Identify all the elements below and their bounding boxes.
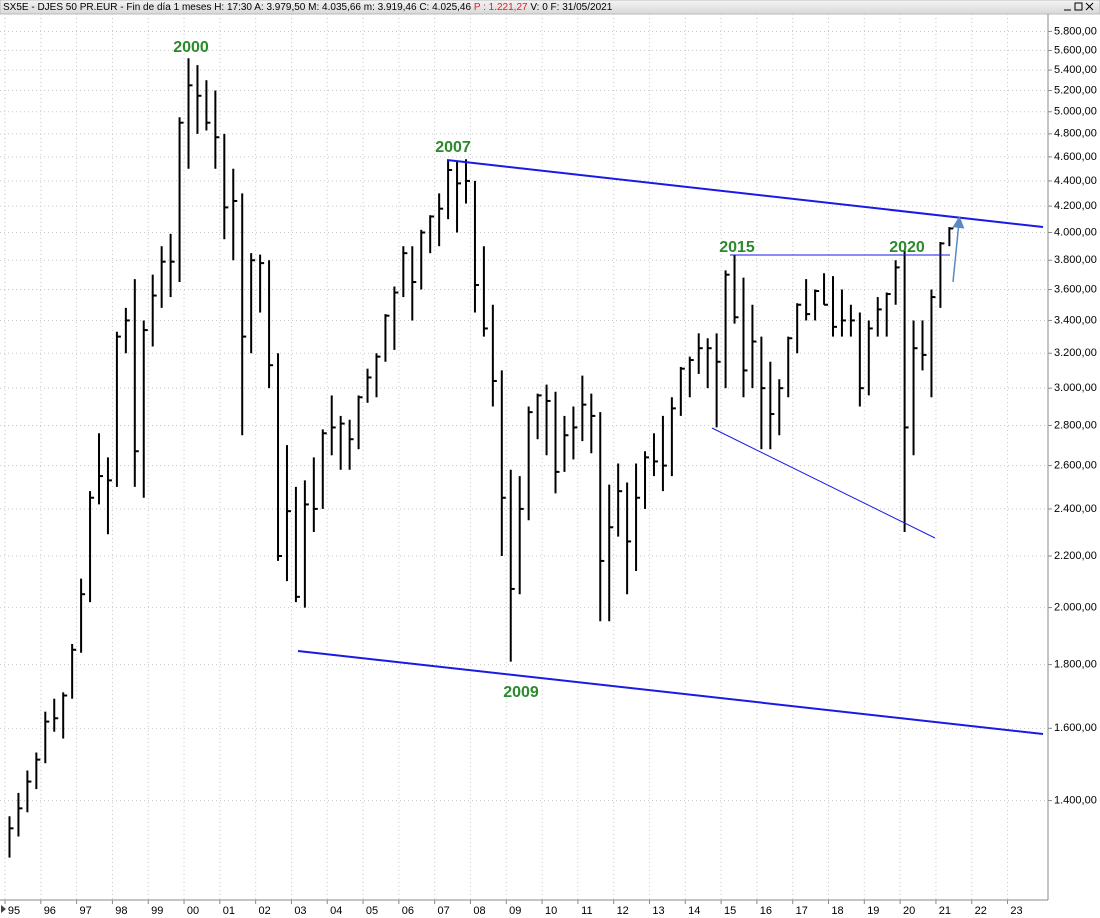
- y-tick-label: 2.600,00: [1054, 460, 1097, 472]
- x-tick-label: 13: [652, 905, 664, 917]
- x-tick-label: 96: [44, 905, 56, 917]
- y-tick-label: 2.200,00: [1054, 550, 1097, 562]
- close-icon[interactable]: [1085, 2, 1094, 11]
- x-tick-label: 14: [688, 905, 700, 917]
- y-tick-label: 5.000,00: [1054, 106, 1097, 118]
- x-tick-label: 95: [8, 905, 20, 917]
- y-tick-label: 5.600,00: [1054, 44, 1097, 56]
- x-tick-label: 22: [975, 905, 987, 917]
- x-tick-label: 23: [1010, 905, 1022, 917]
- x-tick-label: 07: [438, 905, 450, 917]
- y-tick-label: 3.400,00: [1054, 314, 1097, 326]
- lower-trend-line: [297, 650, 1044, 735]
- x-tick-label: 04: [330, 905, 342, 917]
- y-tick-label: 3.200,00: [1054, 347, 1097, 359]
- upper-trend-line: [446, 159, 1044, 228]
- y-tick-label: 5.800,00: [1054, 25, 1097, 37]
- x-tick-label: 15: [724, 905, 736, 917]
- annotation: 2015: [719, 239, 755, 256]
- x-tick-label: 01: [223, 905, 235, 917]
- y-tick-label: 4.600,00: [1054, 151, 1097, 163]
- y-tick-label: 5.400,00: [1054, 64, 1097, 76]
- title-bar: [0, 0, 1100, 15]
- header-change: P : 1.221,27: [474, 2, 528, 13]
- x-tick-label: 00: [187, 905, 199, 917]
- x-tick-label: 12: [617, 905, 629, 917]
- x-tick-label: 05: [366, 905, 378, 917]
- x-tick-label: 97: [79, 905, 91, 917]
- x-tick-label: 17: [796, 905, 808, 917]
- annotation: 2000: [173, 39, 209, 56]
- y-tick-label: 3.800,00: [1054, 254, 1097, 266]
- y-tick-label: 3.600,00: [1054, 283, 1097, 295]
- x-tick-label: 06: [402, 905, 414, 917]
- support-line: [711, 427, 936, 539]
- y-tick-label: 3.000,00: [1054, 382, 1097, 394]
- x-tick-label: 18: [831, 905, 843, 917]
- y-tick-label: 1.400,00: [1054, 794, 1097, 806]
- x-tick-label: 10: [545, 905, 557, 917]
- trend-lines: [297, 159, 1044, 735]
- x-tick-label: 02: [259, 905, 271, 917]
- grid: [0, 14, 1048, 900]
- y-tick-label: 1.600,00: [1054, 722, 1097, 734]
- y-tick-label: 5.200,00: [1054, 84, 1097, 96]
- header-text: SX5E - DJES 50 PR.EUR - Fin de día 1 mes…: [3, 2, 613, 13]
- header-tail: V: 0 F: 31/05/2021: [530, 2, 612, 13]
- y-tick-label: 2.000,00: [1054, 601, 1097, 613]
- x-tick-label: 08: [473, 905, 485, 917]
- x-tick-label: 21: [939, 905, 951, 917]
- window-controls[interactable]: [1064, 2, 1094, 11]
- x-tick-label: 19: [867, 905, 879, 917]
- y-tick-label: 4.400,00: [1054, 175, 1097, 187]
- x-tick-label: 20: [903, 905, 915, 917]
- price-bars: [8, 58, 954, 858]
- header-title: SX5E - DJES 50 PR.EUR - Fin de día 1 mes…: [3, 2, 471, 13]
- y-tick-label: 4.000,00: [1054, 226, 1097, 238]
- x-tick-label: 03: [294, 905, 306, 917]
- y-tick-label: 4.200,00: [1054, 200, 1097, 212]
- y-tick-label: 4.800,00: [1054, 128, 1097, 140]
- x-tick-label: 16: [760, 905, 772, 917]
- x-tick-label: 99: [151, 905, 163, 917]
- x-tick-label: 11: [581, 905, 592, 917]
- maximize-icon[interactable]: [1074, 2, 1083, 11]
- y-tick-label: 2.800,00: [1054, 419, 1097, 431]
- arrow: [952, 216, 965, 283]
- annotation: 2009: [503, 684, 539, 701]
- x-tick-label: 98: [115, 905, 127, 917]
- y-tick-label: 1.800,00: [1054, 658, 1097, 670]
- annotation: 2020: [889, 239, 925, 256]
- scroll-arrow[interactable]: [1, 905, 6, 913]
- annotations: 2000 2007 2015 2020 2009: [173, 39, 925, 701]
- annotation: 2007: [435, 139, 471, 156]
- x-tick-label: 09: [509, 905, 521, 917]
- y-tick-label: 2.400,00: [1054, 503, 1097, 515]
